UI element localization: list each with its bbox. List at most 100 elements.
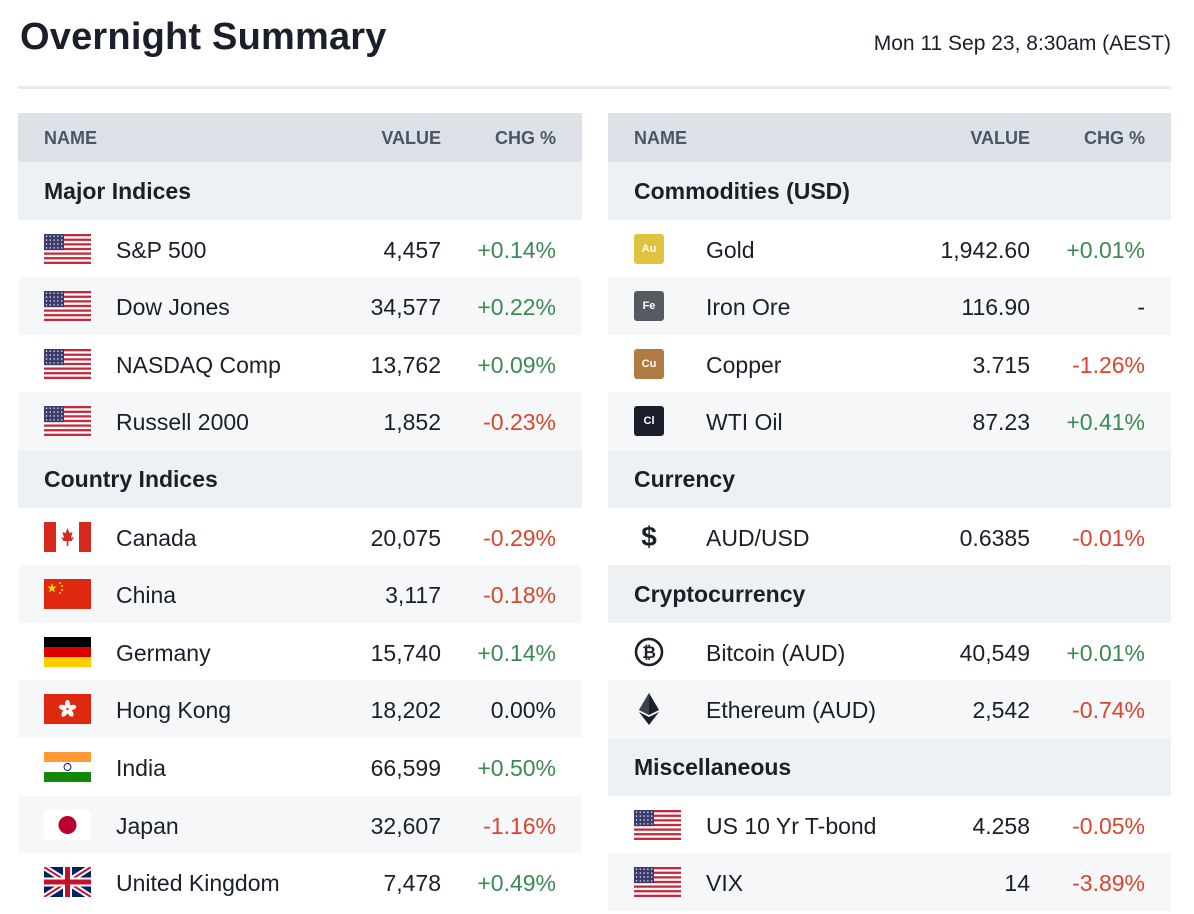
- table-row[interactable]: Fe Iron Ore 116.90 -: [608, 277, 1171, 335]
- section-title: Currency: [634, 465, 735, 492]
- instrument-value: 20,075: [370, 524, 441, 551]
- table-row[interactable]: Germany 15,740 +0.14%: [18, 622, 582, 681]
- instrument-name[interactable]: China: [116, 582, 177, 609]
- instrument-name[interactable]: WTI Oil: [706, 409, 783, 436]
- bitcoin-icon: ₿: [634, 635, 664, 669]
- instrument-value: 32,607: [370, 812, 441, 839]
- instrument-name[interactable]: VIX: [706, 870, 744, 897]
- table-row[interactable]: Russell 2000 1,852 -0.23%: [18, 392, 582, 450]
- change-percent: -1.16%: [483, 812, 556, 839]
- change-percent: -0.23%: [483, 409, 556, 436]
- commodity-symbol-icon: Fe: [634, 291, 664, 322]
- instrument-value: 1,852: [383, 409, 441, 436]
- section-heading: Country Indices: [18, 449, 582, 508]
- instrument-value: 15,740: [370, 639, 441, 666]
- instrument-value: 2,542: [972, 697, 1030, 724]
- table-row[interactable]: Cl WTI Oil 87.23 +0.41%: [608, 392, 1171, 450]
- table-row[interactable]: Au Gold 1,942.60 +0.01%: [608, 219, 1171, 278]
- instrument-value: 7,478: [383, 870, 441, 897]
- instrument-value: 4.258: [972, 812, 1030, 839]
- table-row[interactable]: Dow Jones 34,577 +0.22%: [18, 277, 582, 335]
- us-flag-icon: [634, 867, 681, 898]
- table-row[interactable]: $ AUD/USD 0.6385 -0.01%: [608, 507, 1171, 566]
- table-row[interactable]: VIX 14 -3.89%: [608, 853, 1171, 911]
- change-percent: +0.14%: [477, 639, 556, 666]
- instrument-name[interactable]: Hong Kong: [116, 697, 232, 724]
- table-row[interactable]: Canada 20,075 -0.29%: [18, 507, 582, 566]
- instrument-name[interactable]: Dow Jones: [116, 294, 230, 321]
- change-percent: -0.05%: [1072, 812, 1145, 839]
- column-header-value[interactable]: VALUE: [381, 128, 441, 148]
- change-percent: +0.22%: [477, 294, 556, 321]
- table-row[interactable]: Hong Kong 18,202 0.00%: [18, 680, 582, 738]
- instrument-value: 3,117: [385, 582, 441, 609]
- instrument-name[interactable]: NASDAQ Comp: [116, 351, 281, 378]
- table-row[interactable]: Japan 32,607 -1.16%: [18, 795, 582, 854]
- change-percent: +0.01%: [1066, 236, 1145, 263]
- ethereum-icon: [634, 692, 664, 726]
- section-title: Major Indices: [44, 178, 191, 204]
- instrument-value: 13,762: [370, 351, 441, 378]
- column-header-chg[interactable]: CHG %: [494, 128, 556, 148]
- instrument-name[interactable]: United Kingdom: [116, 870, 280, 897]
- section-heading: Major Indices: [18, 162, 582, 220]
- commodity-symbol-icon: Au: [634, 233, 664, 264]
- us-flag-icon: [44, 291, 91, 322]
- instrument-name[interactable]: Canada: [116, 524, 197, 551]
- column-header-name[interactable]: NAME: [44, 128, 97, 148]
- instrument-name[interactable]: Gold: [706, 236, 755, 263]
- instrument-value: 1,942.60: [940, 236, 1030, 263]
- instrument-name[interactable]: Bitcoin (AUD): [706, 639, 846, 666]
- hong-kong-flag-icon: [44, 694, 91, 725]
- instrument-value: 34,577: [370, 294, 441, 321]
- india-flag-icon: [44, 751, 91, 782]
- instrument-name[interactable]: Japan: [116, 812, 179, 839]
- section-title: Country Indices: [44, 465, 218, 492]
- instrument-name[interactable]: Iron Ore: [706, 294, 791, 321]
- table-row[interactable]: India 66,599 +0.50%: [18, 737, 582, 796]
- instrument-name[interactable]: Copper: [706, 351, 782, 378]
- table-row[interactable]: Ethereum (AUD) 2,542 -0.74%: [608, 680, 1171, 738]
- japan-flag-icon: [44, 809, 91, 840]
- markets-table: NAME VALUE CHG % Commodities (USD) Au Gold…: [608, 113, 1171, 911]
- change-percent: -0.01%: [1072, 524, 1145, 551]
- instrument-value: 66,599: [370, 754, 441, 781]
- table-row[interactable]: ₿ Bitcoin (AUD) 40,549 +0.01%: [608, 622, 1171, 681]
- instrument-value: 0.6385: [959, 524, 1030, 551]
- instrument-value: 3.715: [972, 351, 1030, 378]
- table-row[interactable]: US 10 Yr T-bond 4.258 -0.05%: [608, 795, 1171, 854]
- instrument-value: 40,549: [959, 639, 1030, 666]
- change-percent: +0.01%: [1066, 639, 1145, 666]
- table-row[interactable]: China 3,117 -0.18%: [18, 565, 582, 623]
- table-header: NAME VALUE CHG %: [18, 113, 582, 162]
- column-header-chg[interactable]: CHG %: [1083, 128, 1145, 148]
- instrument-name[interactable]: Russell 2000: [116, 409, 249, 436]
- table-row[interactable]: S&P 500 4,457 +0.14%: [18, 219, 582, 278]
- svg-text:₿: ₿: [642, 643, 656, 663]
- instrument-name[interactable]: AUD/USD: [706, 524, 810, 551]
- table-row[interactable]: NASDAQ Comp 13,762 +0.09%: [18, 334, 582, 393]
- table-row[interactable]: Cu Copper 3.715 -1.26%: [608, 334, 1171, 393]
- column-header-value[interactable]: VALUE: [970, 128, 1030, 148]
- change-percent: +0.50%: [477, 754, 556, 781]
- china-flag-icon: [44, 579, 91, 610]
- us-flag-icon: [44, 348, 91, 379]
- table-row[interactable]: United Kingdom 7,478 +0.49%: [18, 853, 582, 911]
- instrument-value: 14: [1004, 870, 1030, 897]
- instrument-name[interactable]: S&P 500: [116, 236, 207, 263]
- page-title: Overnight Summary: [20, 16, 387, 58]
- us-flag-icon: [44, 406, 91, 437]
- commodity-symbol-icon: Cu: [634, 348, 664, 379]
- instrument-name[interactable]: Ethereum (AUD): [706, 697, 876, 724]
- instrument-value: 87.23: [972, 409, 1030, 436]
- section-title: Miscellaneous: [634, 753, 792, 780]
- change-percent: -: [1137, 294, 1145, 321]
- instrument-name[interactable]: India: [116, 754, 166, 781]
- timestamp: Mon 11 Sep 23, 8:30am (AEST): [873, 32, 1171, 55]
- uk-flag-icon: [42, 864, 93, 900]
- column-header-name[interactable]: NAME: [634, 128, 687, 148]
- instrument-value: 18,202: [370, 697, 441, 724]
- page-header: Overnight Summary Mon 11 Sep 23, 8:30am …: [18, 0, 1171, 89]
- instrument-name[interactable]: Germany: [116, 639, 211, 666]
- instrument-name[interactable]: US 10 Yr T-bond: [706, 812, 877, 839]
